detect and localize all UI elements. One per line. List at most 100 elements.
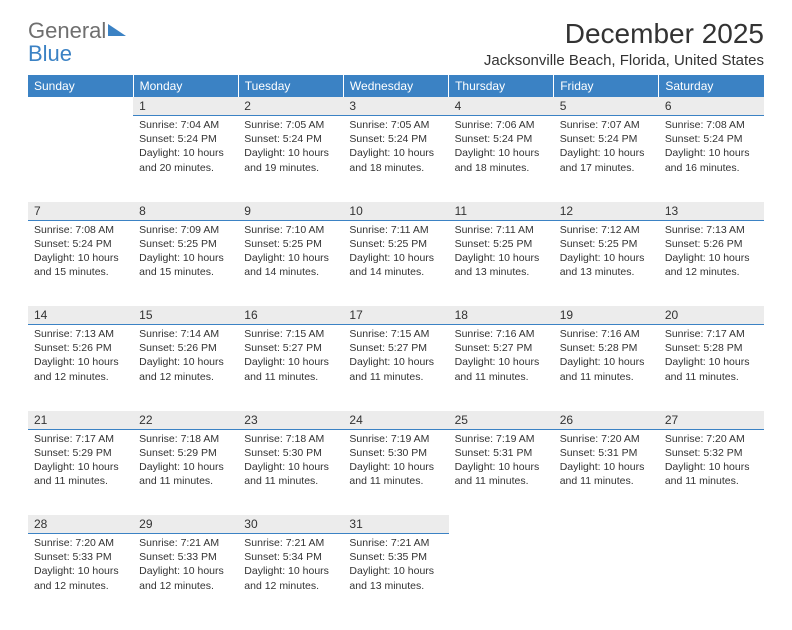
day-header: Sunday [28,75,133,97]
day-number-cell: 7 [28,202,133,221]
day-number-cell: 29 [133,515,238,534]
day-number-cell: 5 [554,97,659,116]
day-number-cell: 16 [238,306,343,325]
day-content-cell: Sunrise: 7:08 AMSunset: 5:24 PMDaylight:… [28,220,133,306]
day-content-cell [659,534,764,620]
day-number-cell: 23 [238,411,343,430]
day-number-cell [659,515,764,534]
day-number-cell: 15 [133,306,238,325]
daynum-row: 21222324252627 [28,411,764,430]
day-content-cell: Sunrise: 7:16 AMSunset: 5:28 PMDaylight:… [554,325,659,411]
location-text: Jacksonville Beach, Florida, United Stat… [484,52,764,69]
day-content-cell: Sunrise: 7:18 AMSunset: 5:29 PMDaylight:… [133,429,238,515]
day-content-cell [449,534,554,620]
day-number-cell: 12 [554,202,659,221]
logo: General Blue [28,18,126,66]
day-number-cell: 10 [343,202,448,221]
day-details: Sunrise: 7:05 AMSunset: 5:24 PMDaylight:… [346,116,445,175]
logo-text-blue: Blue [28,41,72,66]
day-content-row: Sunrise: 7:08 AMSunset: 5:24 PMDaylight:… [28,220,764,306]
daynum-row: 78910111213 [28,202,764,221]
day-details: Sunrise: 7:14 AMSunset: 5:26 PMDaylight:… [136,325,235,384]
day-details: Sunrise: 7:21 AMSunset: 5:35 PMDaylight:… [346,534,445,593]
day-details: Sunrise: 7:21 AMSunset: 5:34 PMDaylight:… [241,534,340,593]
logo-text-gray: General [28,18,106,43]
day-details: Sunrise: 7:21 AMSunset: 5:33 PMDaylight:… [136,534,235,593]
day-details: Sunrise: 7:04 AMSunset: 5:24 PMDaylight:… [136,116,235,175]
month-title: December 2025 [484,18,764,50]
day-details: Sunrise: 7:06 AMSunset: 5:24 PMDaylight:… [452,116,551,175]
day-number-cell: 4 [449,97,554,116]
day-content-cell: Sunrise: 7:08 AMSunset: 5:24 PMDaylight:… [659,116,764,202]
day-details: Sunrise: 7:16 AMSunset: 5:27 PMDaylight:… [452,325,551,384]
daynum-row: 14151617181920 [28,306,764,325]
day-content-cell: Sunrise: 7:20 AMSunset: 5:33 PMDaylight:… [28,534,133,620]
day-details: Sunrise: 7:19 AMSunset: 5:31 PMDaylight:… [452,430,551,489]
day-details: Sunrise: 7:17 AMSunset: 5:28 PMDaylight:… [662,325,761,384]
logo-triangle-icon [108,24,126,36]
day-content-cell: Sunrise: 7:17 AMSunset: 5:28 PMDaylight:… [659,325,764,411]
day-content-cell: Sunrise: 7:07 AMSunset: 5:24 PMDaylight:… [554,116,659,202]
day-details: Sunrise: 7:19 AMSunset: 5:30 PMDaylight:… [346,430,445,489]
day-details: Sunrise: 7:05 AMSunset: 5:24 PMDaylight:… [241,116,340,175]
day-content-cell: Sunrise: 7:16 AMSunset: 5:27 PMDaylight:… [449,325,554,411]
day-content-cell: Sunrise: 7:11 AMSunset: 5:25 PMDaylight:… [449,220,554,306]
day-header: Thursday [449,75,554,97]
day-content-row: Sunrise: 7:17 AMSunset: 5:29 PMDaylight:… [28,429,764,515]
day-header: Monday [133,75,238,97]
calendar-page: General Blue December 2025 Jacksonville … [0,0,792,630]
day-number-cell [449,515,554,534]
day-number-cell: 21 [28,411,133,430]
day-number-cell: 17 [343,306,448,325]
daynum-row: 123456 [28,97,764,116]
day-content-cell: Sunrise: 7:18 AMSunset: 5:30 PMDaylight:… [238,429,343,515]
day-content-cell: Sunrise: 7:06 AMSunset: 5:24 PMDaylight:… [449,116,554,202]
day-details: Sunrise: 7:20 AMSunset: 5:33 PMDaylight:… [31,534,130,593]
day-details: Sunrise: 7:18 AMSunset: 5:30 PMDaylight:… [241,430,340,489]
day-number-cell: 2 [238,97,343,116]
day-content-cell: Sunrise: 7:10 AMSunset: 5:25 PMDaylight:… [238,220,343,306]
daynum-row: 28293031 [28,515,764,534]
day-content-cell: Sunrise: 7:12 AMSunset: 5:25 PMDaylight:… [554,220,659,306]
day-details: Sunrise: 7:08 AMSunset: 5:24 PMDaylight:… [31,221,130,280]
day-content-cell: Sunrise: 7:21 AMSunset: 5:35 PMDaylight:… [343,534,448,620]
day-number-cell: 25 [449,411,554,430]
day-number-cell: 1 [133,97,238,116]
day-number-cell: 14 [28,306,133,325]
day-number-cell: 19 [554,306,659,325]
day-details: Sunrise: 7:08 AMSunset: 5:24 PMDaylight:… [662,116,761,175]
day-number-cell: 24 [343,411,448,430]
day-content-cell: Sunrise: 7:13 AMSunset: 5:26 PMDaylight:… [28,325,133,411]
day-number-cell: 30 [238,515,343,534]
day-content-cell: Sunrise: 7:11 AMSunset: 5:25 PMDaylight:… [343,220,448,306]
day-details: Sunrise: 7:16 AMSunset: 5:28 PMDaylight:… [557,325,656,384]
day-header: Wednesday [343,75,448,97]
day-content-cell: Sunrise: 7:15 AMSunset: 5:27 PMDaylight:… [238,325,343,411]
day-content-cell: Sunrise: 7:05 AMSunset: 5:24 PMDaylight:… [238,116,343,202]
day-details: Sunrise: 7:07 AMSunset: 5:24 PMDaylight:… [557,116,656,175]
calendar-table: Sunday Monday Tuesday Wednesday Thursday… [28,75,764,620]
day-details: Sunrise: 7:09 AMSunset: 5:25 PMDaylight:… [136,221,235,280]
day-number-cell: 8 [133,202,238,221]
day-content-cell: Sunrise: 7:09 AMSunset: 5:25 PMDaylight:… [133,220,238,306]
day-header-row: Sunday Monday Tuesday Wednesday Thursday… [28,75,764,97]
day-number-cell: 6 [659,97,764,116]
day-content-row: Sunrise: 7:13 AMSunset: 5:26 PMDaylight:… [28,325,764,411]
day-content-cell: Sunrise: 7:15 AMSunset: 5:27 PMDaylight:… [343,325,448,411]
day-details: Sunrise: 7:20 AMSunset: 5:32 PMDaylight:… [662,430,761,489]
day-content-cell: Sunrise: 7:21 AMSunset: 5:34 PMDaylight:… [238,534,343,620]
day-content-row: Sunrise: 7:04 AMSunset: 5:24 PMDaylight:… [28,116,764,202]
day-details: Sunrise: 7:15 AMSunset: 5:27 PMDaylight:… [241,325,340,384]
logo-text-block: General Blue [28,20,126,66]
day-details: Sunrise: 7:11 AMSunset: 5:25 PMDaylight:… [346,221,445,280]
day-number-cell: 18 [449,306,554,325]
day-number-cell: 20 [659,306,764,325]
day-content-cell: Sunrise: 7:20 AMSunset: 5:32 PMDaylight:… [659,429,764,515]
day-content-cell: Sunrise: 7:19 AMSunset: 5:30 PMDaylight:… [343,429,448,515]
day-content-cell: Sunrise: 7:05 AMSunset: 5:24 PMDaylight:… [343,116,448,202]
day-details: Sunrise: 7:18 AMSunset: 5:29 PMDaylight:… [136,430,235,489]
day-content-cell: Sunrise: 7:21 AMSunset: 5:33 PMDaylight:… [133,534,238,620]
day-details: Sunrise: 7:10 AMSunset: 5:25 PMDaylight:… [241,221,340,280]
day-number-cell: 31 [343,515,448,534]
day-content-cell [28,116,133,202]
